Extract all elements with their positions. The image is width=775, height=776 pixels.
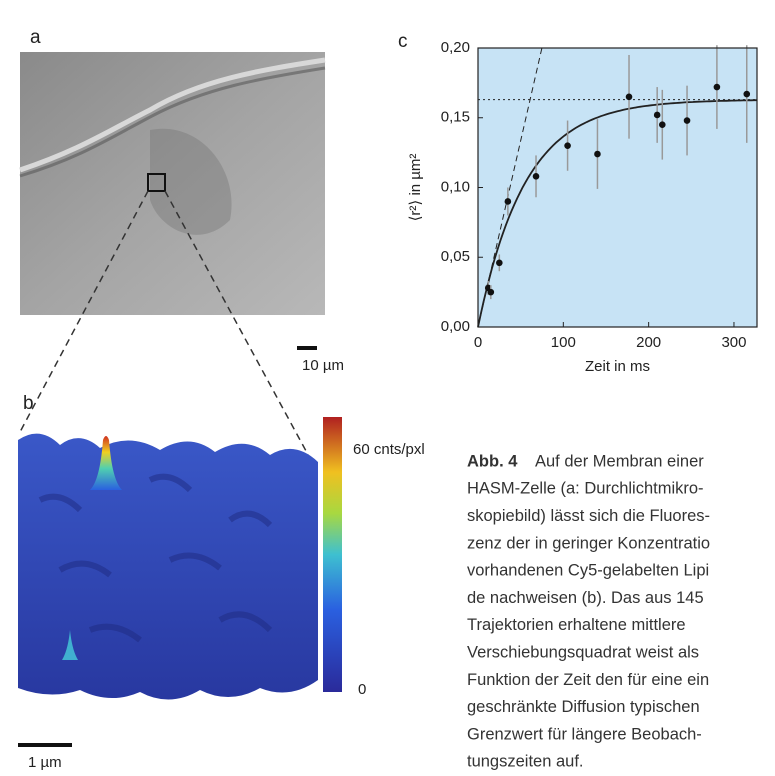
data-point [594, 151, 601, 158]
data-point [487, 289, 494, 296]
data-point [714, 84, 721, 91]
data-point [743, 91, 750, 98]
x-tick-label: 300 [721, 334, 746, 351]
scale-bar-label: 10 µm [302, 357, 344, 374]
data-point [684, 117, 691, 124]
caption-label: Abb. 4 [467, 452, 518, 470]
y-tick-label: 0,15 [441, 109, 470, 126]
panel-label: a [30, 27, 41, 48]
data-point [626, 94, 633, 101]
y-axis-label: ⟨r²⟩ in µm² [407, 154, 424, 222]
colorbar-label: 60 cnts/pxl [353, 441, 425, 458]
y-tick-label: 0,05 [441, 248, 470, 265]
x-tick-label: 100 [551, 334, 576, 351]
y-tick-label: 0,10 [441, 178, 470, 195]
x-tick-label: 0 [474, 334, 482, 351]
scale-bar-label: 1 µm [28, 754, 62, 771]
panel-label: c [398, 31, 408, 52]
data-point [564, 142, 571, 149]
panel-label: b [23, 393, 34, 414]
y-tick-label: 0,20 [441, 39, 470, 56]
data-point [654, 112, 661, 119]
caption-line: Verschiebungsquadrat weist als [467, 643, 699, 661]
data-point [659, 121, 666, 128]
data-point [505, 198, 512, 205]
caption: Abb. 4 Auf der Membran einer HASM-Zelle (a… [467, 452, 710, 770]
figure: a 10 µm b 60 cnts/pxl 0 1 µm c 0,000,050… [0, 0, 775, 776]
caption-line: skopiebild) lässt sich die Fluores- [467, 507, 710, 525]
caption-line: Funktion der Zeit den für eine ein [467, 671, 709, 689]
caption-line: Auf der Membran einer [535, 452, 704, 470]
x-tick-label: 200 [636, 334, 661, 351]
colorbar [323, 417, 342, 692]
caption-line: Grenzwert für längere Beobach- [467, 725, 702, 743]
caption-line: zenz der in geringer Konzentratio [467, 534, 710, 552]
y-tick-label: 0,00 [441, 318, 470, 335]
caption-line: de nachweisen (b). Das aus 145 [467, 589, 704, 607]
caption-line: geschränkte Diffusion typischen [467, 698, 700, 716]
colorbar-label: 0 [358, 681, 366, 698]
caption-line: Trajektorien erhaltene mittlere [467, 616, 686, 634]
data-point [533, 173, 540, 180]
plot: 0,00 0,05 0,10 0,15 0,20 0 100 200 300 Zeit in ms… [407, 39, 757, 375]
caption-line: HASM-Zelle (a: Durchlichtmikro- [467, 480, 704, 498]
data-point [496, 260, 503, 267]
caption-line: vorhandenen Cy5-gelabelten Lipi [467, 562, 709, 580]
x-axis-label: Zeit in ms [585, 358, 650, 375]
caption-line: tungszeiten auf. [467, 753, 584, 771]
